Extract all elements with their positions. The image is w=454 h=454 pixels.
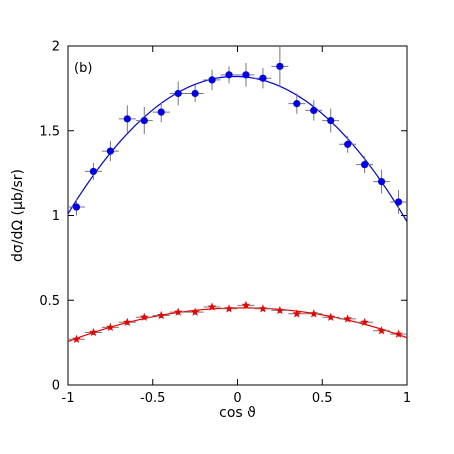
data-point-circle <box>377 178 386 186</box>
data-point-star <box>275 305 285 315</box>
y-axis-title: dσ/dΩ (μb/sr) <box>10 169 26 262</box>
data-point-circle <box>276 62 284 70</box>
y-tick-label: 0 <box>52 379 60 394</box>
y-tick-label: 1.5 <box>39 124 60 139</box>
data-point-star <box>394 329 403 338</box>
data-point-circle <box>89 167 98 176</box>
data-point-circle <box>310 106 318 115</box>
data-point-star <box>224 304 234 313</box>
data-point-star <box>207 302 217 311</box>
data-point-star <box>241 300 251 310</box>
data-point-star <box>343 314 353 323</box>
data-point-circle <box>293 100 301 108</box>
data-point-star <box>360 317 369 327</box>
plot-border <box>67 45 408 386</box>
data-point-star <box>377 326 386 335</box>
data-point-circle <box>123 115 131 123</box>
data-point-star <box>309 309 319 318</box>
x-tick-label: 0.5 <box>312 391 333 406</box>
panel-label: (b) <box>74 61 92 76</box>
data-point-circle <box>242 71 250 79</box>
x-tick-label: 0 <box>233 391 241 406</box>
data-point-star <box>122 317 132 327</box>
fit-curve-0 <box>67 75 408 223</box>
y-tick-label: 2 <box>52 40 60 55</box>
data-point-circle <box>259 74 267 82</box>
data-point-circle <box>140 116 148 125</box>
data-point-circle <box>394 198 403 206</box>
plot-frame <box>67 45 408 386</box>
axis-ticks: -1 -0.5 0 0.5 1 0 0.5 1 1.5 2 <box>39 40 411 407</box>
y-tick-label: 0.5 <box>39 294 60 309</box>
x-tick-label: -0.5 <box>140 391 165 406</box>
data-point-star <box>89 327 98 337</box>
data-point-circle <box>344 140 352 148</box>
data-point-star <box>173 307 183 316</box>
data-point-star <box>326 312 336 321</box>
data-point-circle <box>72 203 81 211</box>
fit-curve-1 <box>67 307 408 343</box>
data-point-circle <box>361 161 369 169</box>
data-point-circle <box>208 76 216 84</box>
data-point-circle <box>327 116 335 125</box>
data-point-circle <box>157 108 165 116</box>
data-point-circle <box>191 89 199 98</box>
x-axis-title: cos ϑ <box>219 405 256 421</box>
data-point-star <box>258 304 268 313</box>
error-bars <box>68 46 407 342</box>
y-tick-label: 1 <box>52 209 60 224</box>
data-point-circle <box>106 147 114 155</box>
x-tick-label: -1 <box>62 391 75 406</box>
x-tick-label: 1 <box>403 391 411 406</box>
data-markers <box>72 62 403 343</box>
data-point-star <box>139 312 149 321</box>
data-point-star <box>292 309 302 318</box>
data-point-star <box>156 310 166 320</box>
fit-curves <box>67 75 408 343</box>
data-point-circle <box>174 89 182 98</box>
data-point-star <box>72 334 81 343</box>
data-point-star <box>106 322 115 332</box>
data-point-star <box>190 307 200 316</box>
data-point-circle <box>225 71 233 79</box>
